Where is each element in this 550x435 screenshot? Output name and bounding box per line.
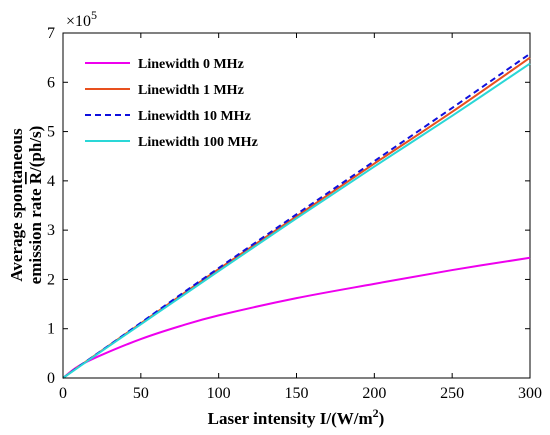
x-tick-label: 150 bbox=[285, 385, 309, 402]
y-tick-label: 4 bbox=[47, 173, 55, 190]
y-exponent-label: ×105 bbox=[66, 8, 97, 30]
legend: Linewidth 0 MHz Linewidth 1 MHz Linewidth … bbox=[77, 44, 284, 156]
series-line-3 bbox=[62, 62, 531, 379]
x-axis-label-sup: 2 bbox=[373, 406, 379, 420]
y-tick-label: 3 bbox=[47, 222, 55, 239]
series-layer bbox=[62, 52, 531, 379]
x-tick-label: 100 bbox=[207, 385, 231, 402]
y-axis-label-line2: emission rate R/(ph/s) bbox=[26, 126, 45, 285]
y-tick-label: 0 bbox=[47, 370, 55, 387]
x-axis-label-end: ) bbox=[379, 409, 385, 428]
exponent-power: 5 bbox=[91, 8, 97, 22]
y-tick-label: 5 bbox=[47, 124, 55, 141]
y-axis-label-symbol: R bbox=[26, 171, 45, 184]
legend-label: Linewidth 0 MHz bbox=[138, 57, 244, 72]
x-tick-label: 250 bbox=[440, 385, 464, 402]
y-axis-label: Average spontaneous emission rate R/(ph/… bbox=[7, 126, 45, 285]
legend-label: Linewidth 1 MHz bbox=[138, 83, 244, 98]
y-axis-ticks: 0 1 2 3 4 5 6 7 bbox=[47, 25, 530, 387]
y-axis-label-line1: Average spontaneous bbox=[7, 128, 26, 282]
y-tick-label: 6 bbox=[47, 74, 55, 91]
exponent-prefix: ×10 bbox=[66, 13, 91, 30]
y-tick-label: 7 bbox=[47, 25, 55, 42]
x-axis-label: Laser intensity I/(W/m2) bbox=[208, 406, 385, 428]
legend-label: Linewidth 100 MHz bbox=[138, 135, 258, 150]
legend-label: Linewidth 10 MHz bbox=[138, 109, 251, 124]
x-axis-label-main: Laser intensity I/(W/m bbox=[208, 409, 373, 428]
x-axis-ticks: 0 50 100 150 200 250 300 bbox=[59, 33, 542, 402]
y-axis-label-line2-text: emission rate bbox=[26, 188, 45, 284]
x-tick-label: 0 bbox=[59, 385, 67, 402]
series-line-2 bbox=[62, 52, 531, 379]
y-tick-label: 2 bbox=[47, 271, 55, 288]
x-tick-label: 200 bbox=[362, 385, 386, 402]
y-axis-label-unit: /(ph/s) bbox=[26, 126, 45, 173]
x-tick-label: 300 bbox=[518, 385, 542, 402]
y-tick-label: 1 bbox=[47, 321, 55, 338]
x-tick-label: 50 bbox=[133, 385, 149, 402]
